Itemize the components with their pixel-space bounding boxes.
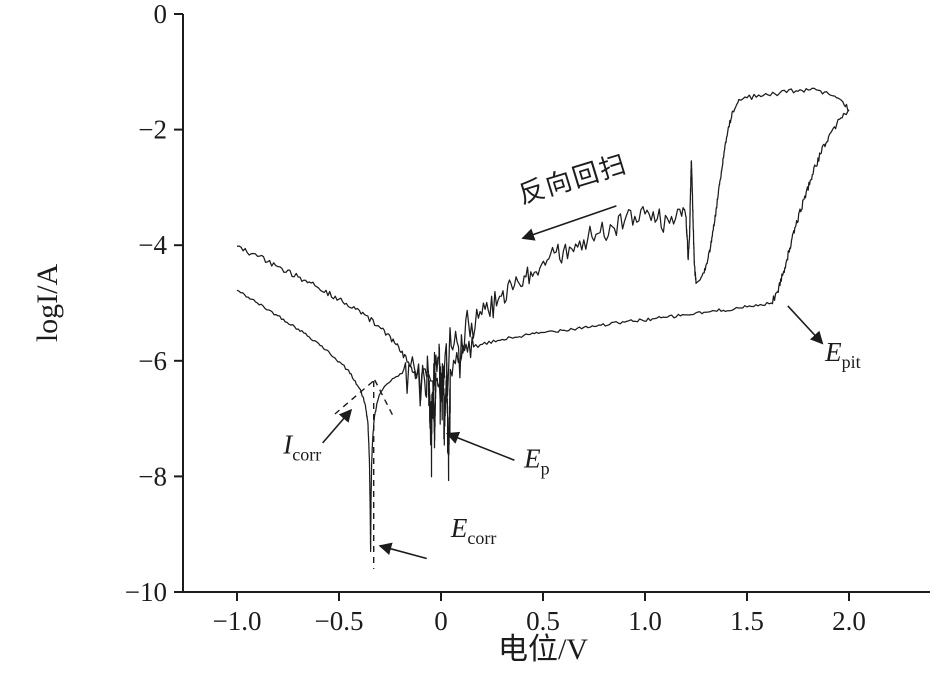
x-tick-label: 0 — [434, 606, 448, 636]
y-tick-label: 0 — [154, 0, 168, 29]
reverse-scan-curve — [236, 87, 850, 478]
ecorr-label: Ecorr — [450, 513, 496, 548]
tafel-left-dashed — [334, 379, 376, 415]
tafel-right-dashed — [374, 379, 395, 418]
x-tick-label: 1.5 — [730, 606, 764, 636]
icorr-arrow — [322, 408, 353, 444]
epit-arrow — [787, 305, 824, 345]
reverse-scan-arrow — [521, 205, 617, 241]
ecorr-arrow — [378, 542, 427, 560]
y-tick-label: −6 — [138, 346, 167, 376]
y-tick-label: −8 — [138, 461, 167, 491]
icorr-label: Icorr — [282, 429, 321, 464]
y-tick-label: −2 — [138, 115, 167, 145]
axes — [174, 13, 930, 601]
forward-scan-curve — [236, 109, 850, 553]
y-tick-label: −4 — [138, 230, 167, 260]
x-tick-label: −1.0 — [213, 606, 262, 636]
ep-label: Ep — [523, 444, 550, 479]
x-axis-label: 电位/V — [498, 633, 588, 666]
y-axis-label: logI/A — [31, 264, 64, 343]
x-tick-label: −0.5 — [315, 606, 364, 636]
x-tick-label: 1.0 — [628, 606, 662, 636]
x-tick-label: 2.0 — [832, 606, 866, 636]
ep-arrow — [445, 431, 515, 461]
x-tick-label: 0.5 — [526, 606, 560, 636]
y-tick-label: −10 — [125, 577, 167, 607]
epit-label: Epit — [824, 337, 861, 372]
reverse-scan-label: 反向回扫 — [515, 149, 631, 209]
